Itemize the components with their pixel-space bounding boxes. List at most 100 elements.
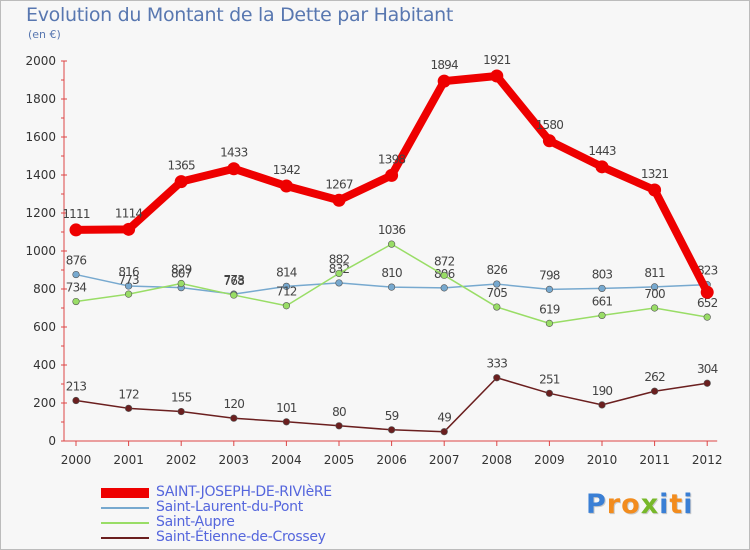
data-label: 773 [224, 273, 245, 287]
data-point [545, 389, 554, 397]
data-label: 213 [66, 380, 87, 394]
data-label: 190 [592, 384, 613, 398]
x-tick-label: 2010 [587, 453, 618, 467]
data-label: 826 [487, 263, 508, 277]
y-tick-label: 1200 [25, 206, 56, 220]
data-point [440, 284, 448, 292]
data-point [388, 283, 396, 291]
y-tick-label: 1000 [25, 244, 56, 258]
data-point [177, 407, 185, 416]
data-point [122, 222, 136, 236]
data-point [230, 291, 238, 299]
data-point [335, 269, 343, 278]
x-tick-label: 2003 [219, 453, 250, 467]
data-point [282, 282, 291, 290]
data-point [174, 175, 188, 189]
data-point [230, 414, 238, 422]
x-tick-label: 2008 [482, 453, 513, 467]
y-tick-label: 800 [33, 282, 56, 296]
legend-swatch [101, 488, 149, 498]
data-point [598, 311, 606, 320]
chart-legend: SAINT-JOSEPH-DE-RIVIèRE Saint-Laurent-du-… [101, 484, 401, 545]
logo-letter: t [669, 489, 684, 520]
y-tick-label: 200 [33, 396, 56, 410]
data-label: 1398 [378, 152, 406, 166]
data-point [490, 69, 504, 83]
data-point [388, 240, 396, 248]
y-tick-label: 600 [33, 320, 56, 334]
data-label: 1443 [588, 144, 616, 158]
y-tick-label: 0 [48, 434, 56, 448]
data-label: 810 [381, 266, 402, 280]
data-label: 1321 [641, 167, 669, 181]
legend-label: SAINT-JOSEPH-DE-RIVIèRE [156, 484, 332, 500]
data-point [69, 223, 83, 237]
data-point [545, 319, 554, 327]
data-point [440, 428, 448, 436]
legend-swatch [101, 507, 149, 509]
proxiti-logo: Proxiti [586, 489, 694, 520]
logo-letter: r [606, 489, 622, 520]
data-label: 1342 [273, 163, 301, 177]
data-label: 49 [437, 411, 451, 425]
series-line [75, 376, 708, 433]
data-label: 251 [539, 372, 560, 386]
x-tick-label: 2005 [324, 453, 355, 467]
data-label: 712 [276, 285, 297, 299]
x-tick-label: 2012 [692, 453, 723, 467]
data-label: 700 [644, 287, 665, 301]
data-point [595, 160, 609, 174]
legend-swatch [101, 537, 149, 539]
data-label: 876 [66, 254, 87, 268]
y-tick-label: 1400 [25, 168, 56, 182]
data-label: 333 [487, 357, 508, 371]
data-point [493, 374, 501, 382]
data-point [542, 134, 556, 148]
data-label: 814 [276, 265, 297, 279]
x-tick-label: 2009 [534, 453, 565, 467]
data-label: 1114 [115, 206, 143, 220]
data-point [282, 418, 291, 426]
logo-letter: x [640, 489, 660, 520]
data-point [124, 404, 133, 412]
data-label: 304 [697, 362, 718, 376]
data-point [72, 270, 80, 279]
data-label: 1894 [431, 58, 459, 72]
data-label: 1580 [536, 118, 564, 132]
data-point [650, 304, 659, 312]
legend-item: SAINT-JOSEPH-DE-RIVIèRE [101, 484, 401, 500]
data-label: 1365 [168, 159, 196, 173]
x-tick-label: 2001 [113, 453, 144, 467]
x-tick-label: 2011 [639, 453, 670, 467]
data-label: 1036 [378, 223, 406, 237]
y-tick-label: 400 [33, 358, 56, 372]
data-point [493, 303, 501, 311]
data-label: 652 [697, 296, 718, 310]
data-label: 816 [118, 265, 139, 279]
data-label: 734 [66, 281, 87, 295]
x-tick-label: 2006 [376, 453, 407, 467]
legend-label: Saint-Étienne-de-Crossey [156, 529, 326, 545]
data-label: 1433 [220, 146, 248, 160]
x-tick-label: 2000 [61, 453, 92, 467]
logo-letter: i [683, 489, 694, 520]
data-label: 262 [644, 370, 665, 384]
data-point [72, 297, 80, 306]
data-label: 661 [592, 294, 613, 308]
legend-item: Saint-Laurent-du-Pont [101, 499, 401, 515]
logo-letter: i [659, 489, 670, 520]
data-label: 59 [385, 409, 399, 423]
logo-letter: P [586, 489, 607, 520]
data-point [437, 74, 451, 88]
legend-label: Saint-Aupre [156, 514, 235, 530]
y-tick-label: 2000 [25, 54, 56, 68]
data-label: 768 [224, 274, 245, 288]
data-point [72, 396, 80, 405]
data-point [177, 279, 185, 288]
data-point [440, 271, 448, 279]
data-label: 811 [644, 266, 665, 280]
data-point [650, 387, 659, 395]
data-label: 1111 [62, 207, 90, 221]
data-point [279, 179, 293, 193]
data-label: 807 [171, 267, 192, 281]
